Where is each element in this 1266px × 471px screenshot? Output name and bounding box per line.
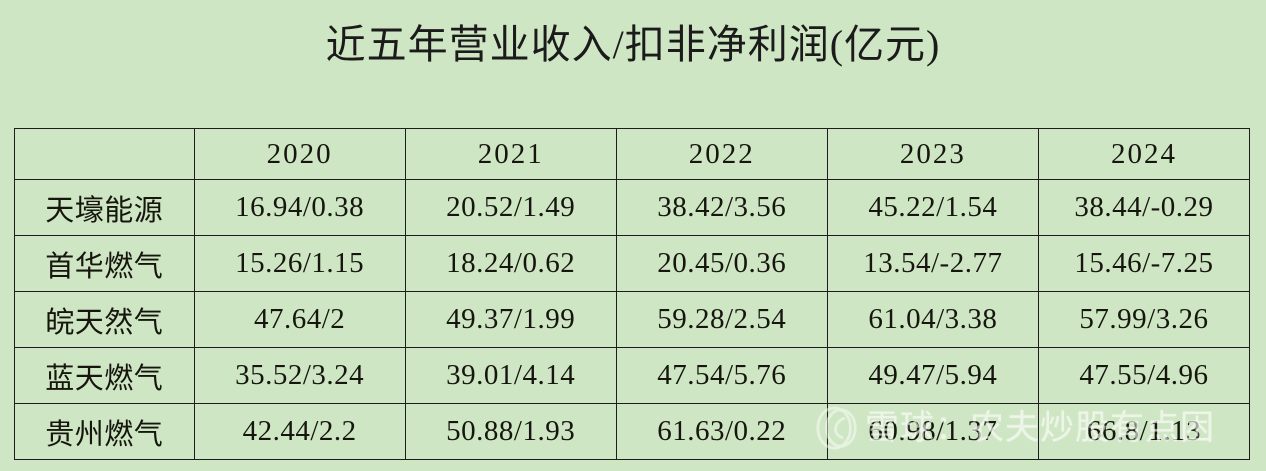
table-row: 首华燃气 15.26/1.15 18.24/0.62 20.45/0.36 13… [14,235,1251,292]
cell-tianhao-2021: 20.52/1.49 [404,179,617,236]
cell-wan-2020: 47.64/2 [193,291,406,348]
cell-wan-2021: 49.37/1.99 [404,291,617,348]
cell-wan-2024: 57.99/3.26 [1037,291,1251,348]
cell-shouhua-2021: 18.24/0.62 [404,235,617,292]
column-header-2021: 2021 [404,128,617,180]
row-label-lantian-gas: 蓝天燃气 [14,347,195,404]
table-row: 蓝天燃气 35.52/3.24 39.01/4.14 47.54/5.76 49… [14,347,1251,404]
page-title: 近五年营业收入/扣非净利润(亿元) [325,22,941,67]
column-header-2022: 2022 [615,128,828,180]
cell-guizhou-2020: 42.44/2.2 [193,403,406,460]
row-label-guizhou-gas: 贵州燃气 [14,403,195,460]
cell-shouhua-2024: 15.46/-7.25 [1037,235,1251,292]
table-corner-cell [14,128,195,180]
table-row: 贵州燃气 42.44/2.2 50.88/1.93 61.63/0.22 60.… [14,403,1251,460]
row-label-tianhao-energy: 天壕能源 [14,179,195,236]
cell-tianhao-2023: 45.22/1.54 [826,179,1039,236]
row-label-wan-natural-gas: 皖天然气 [14,291,195,348]
table-header-row: 2020 2021 2022 2023 2024 [14,128,1251,180]
cell-lantian-2024: 47.55/4.96 [1037,347,1251,404]
column-header-2023: 2023 [826,128,1039,180]
cell-lantian-2023: 49.47/5.94 [826,347,1039,404]
cell-guizhou-2023: 60.98/1.37 [826,403,1039,460]
cell-shouhua-2022: 20.45/0.36 [615,235,828,292]
cell-tianhao-2020: 16.94/0.38 [193,179,406,236]
cell-shouhua-2020: 15.26/1.15 [193,235,406,292]
cell-shouhua-2023: 13.54/-2.77 [826,235,1039,292]
cell-tianhao-2024: 38.44/-0.29 [1037,179,1251,236]
cell-lantian-2022: 47.54/5.76 [615,347,828,404]
cell-wan-2022: 59.28/2.54 [615,291,828,348]
table-header: 2020 2021 2022 2023 2024 [14,128,1251,180]
row-label-shouhua-gas: 首华燃气 [14,235,195,292]
column-header-2020: 2020 [193,128,406,180]
table-row: 皖天然气 47.64/2 49.37/1.99 59.28/2.54 61.04… [14,291,1251,348]
cell-wan-2023: 61.04/3.38 [826,291,1039,348]
cell-guizhou-2022: 61.63/0.22 [615,403,828,460]
cell-lantian-2021: 39.01/4.14 [404,347,617,404]
table-row: 天壕能源 16.94/0.38 20.52/1.49 38.42/3.56 45… [14,179,1251,236]
financial-table: 2020 2021 2022 2023 2024 天壕能源 16.94/0.38… [14,128,1251,460]
cell-lantian-2020: 35.52/3.24 [193,347,406,404]
financial-table-container: 2020 2021 2022 2023 2024 天壕能源 16.94/0.38… [14,128,1251,460]
column-header-2024: 2024 [1037,128,1251,180]
table-body: 天壕能源 16.94/0.38 20.52/1.49 38.42/3.56 45… [14,179,1251,460]
cell-guizhou-2024: 66.8/1.13 [1037,403,1251,460]
cell-guizhou-2021: 50.88/1.93 [404,403,617,460]
cell-tianhao-2022: 38.42/3.56 [615,179,828,236]
